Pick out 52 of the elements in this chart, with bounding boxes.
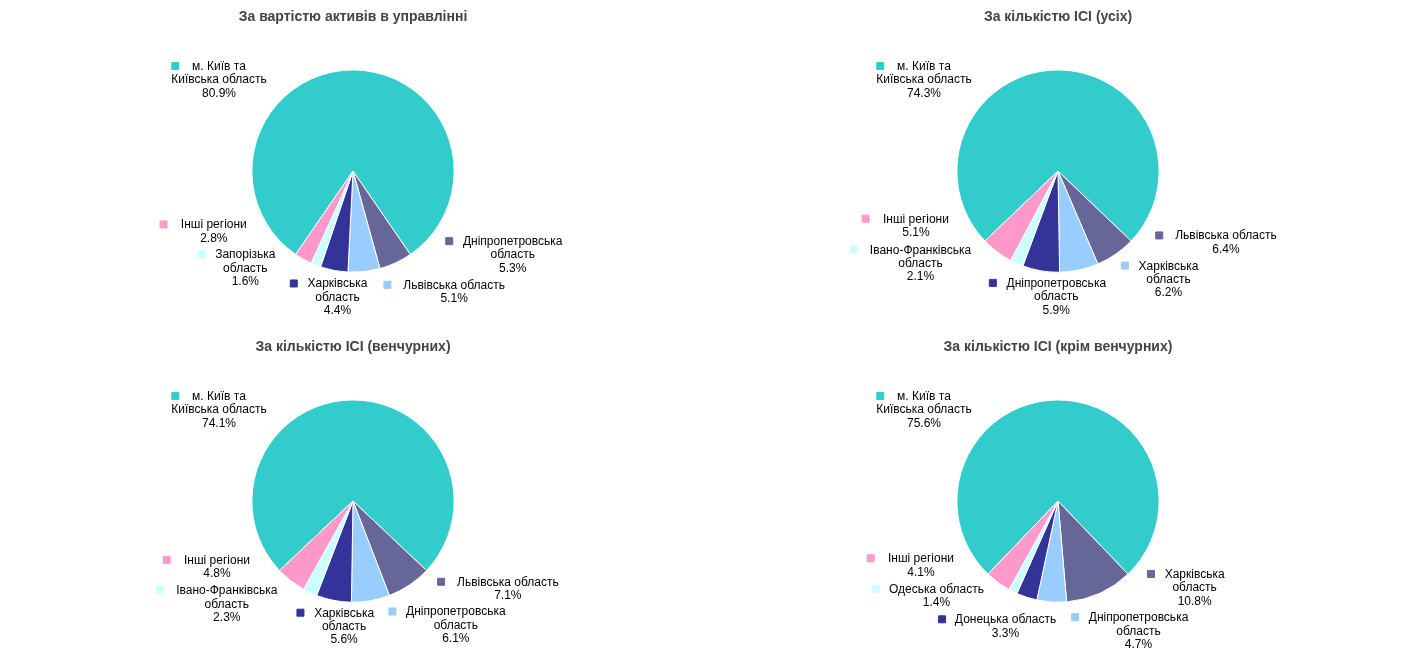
- legend-label: Харківська область: [1164, 566, 1225, 595]
- data-label: 4.4%: [323, 303, 352, 318]
- legend-label: Львівська область: [457, 574, 559, 589]
- legend-label: Запорізька область: [215, 247, 276, 275]
- legend-label: Івано-Франківська область: [176, 583, 278, 611]
- data-label: 1.4%: [922, 595, 951, 610]
- data-label: 10.8%: [1177, 593, 1212, 608]
- data-label: 4.7%: [1124, 636, 1153, 651]
- data-label: 1.6%: [231, 273, 260, 288]
- legend-label: Дніпропетровська область: [1088, 610, 1189, 638]
- legend-label: Інші регіони: [180, 217, 247, 232]
- legend-label: Інші регіони: [882, 211, 949, 226]
- legend-label: Харківська область: [307, 276, 368, 304]
- legend-label: Львівська область: [403, 277, 505, 292]
- data-label: 5.1%: [902, 225, 930, 240]
- chart-title: За кількістю ІСІ (венчурних): [255, 337, 451, 354]
- data-label: 6.1%: [442, 631, 470, 646]
- data-label: 5.3%: [499, 260, 527, 275]
- legend-label: Харківська область: [1138, 258, 1199, 286]
- legend-label: м. Київ та Київська область: [876, 58, 972, 87]
- legend-label: Харківська область: [314, 605, 375, 634]
- legend-label: Донецька область: [954, 612, 1057, 627]
- data-label: 2.8%: [200, 230, 228, 245]
- legend-label: м. Київ та Київська область: [876, 388, 972, 417]
- legend-label: Дніпропетровська область: [1006, 275, 1107, 304]
- data-label: 7.1%: [494, 588, 522, 603]
- data-label: 2.1%: [906, 269, 935, 284]
- chart-title: За кількістю ІСІ (крім венчурних): [943, 337, 1173, 354]
- legend-label: Дніпропетровська область: [462, 234, 563, 262]
- chart-title: За вартістю активів в управлінні: [238, 7, 468, 24]
- data-label: 75.6%: [906, 415, 942, 430]
- data-label: 6.2%: [1154, 285, 1183, 300]
- data-label: 80.9%: [201, 85, 237, 100]
- data-label: 2.3%: [213, 609, 241, 624]
- legend-label: м. Київ та Київська область: [171, 58, 267, 87]
- legend-label: Інші регіони: [888, 551, 955, 566]
- data-label: 5.6%: [330, 632, 359, 647]
- data-label: 6.4%: [1212, 241, 1240, 256]
- data-label: 3.3%: [991, 625, 1020, 640]
- legend-label: Інші регіони: [184, 552, 250, 567]
- chart-title: За кількістю ІСІ (усіх): [983, 7, 1133, 24]
- data-label: 4.1%: [907, 564, 936, 579]
- data-label: 74.3%: [906, 85, 942, 100]
- legend-label: Дніпропетровська область: [406, 604, 506, 632]
- data-label: 5.1%: [440, 291, 469, 306]
- legend-label: Одеська область: [889, 581, 984, 596]
- legend-label: Івано-Франківська область: [869, 242, 972, 270]
- data-label: 5.9%: [1042, 302, 1071, 317]
- legend-label: Львівська область: [1175, 228, 1277, 243]
- data-label: 4.8%: [203, 566, 231, 581]
- legend-label: м. Київ та Київська область: [171, 388, 267, 417]
- data-label: 74.1%: [201, 415, 237, 430]
